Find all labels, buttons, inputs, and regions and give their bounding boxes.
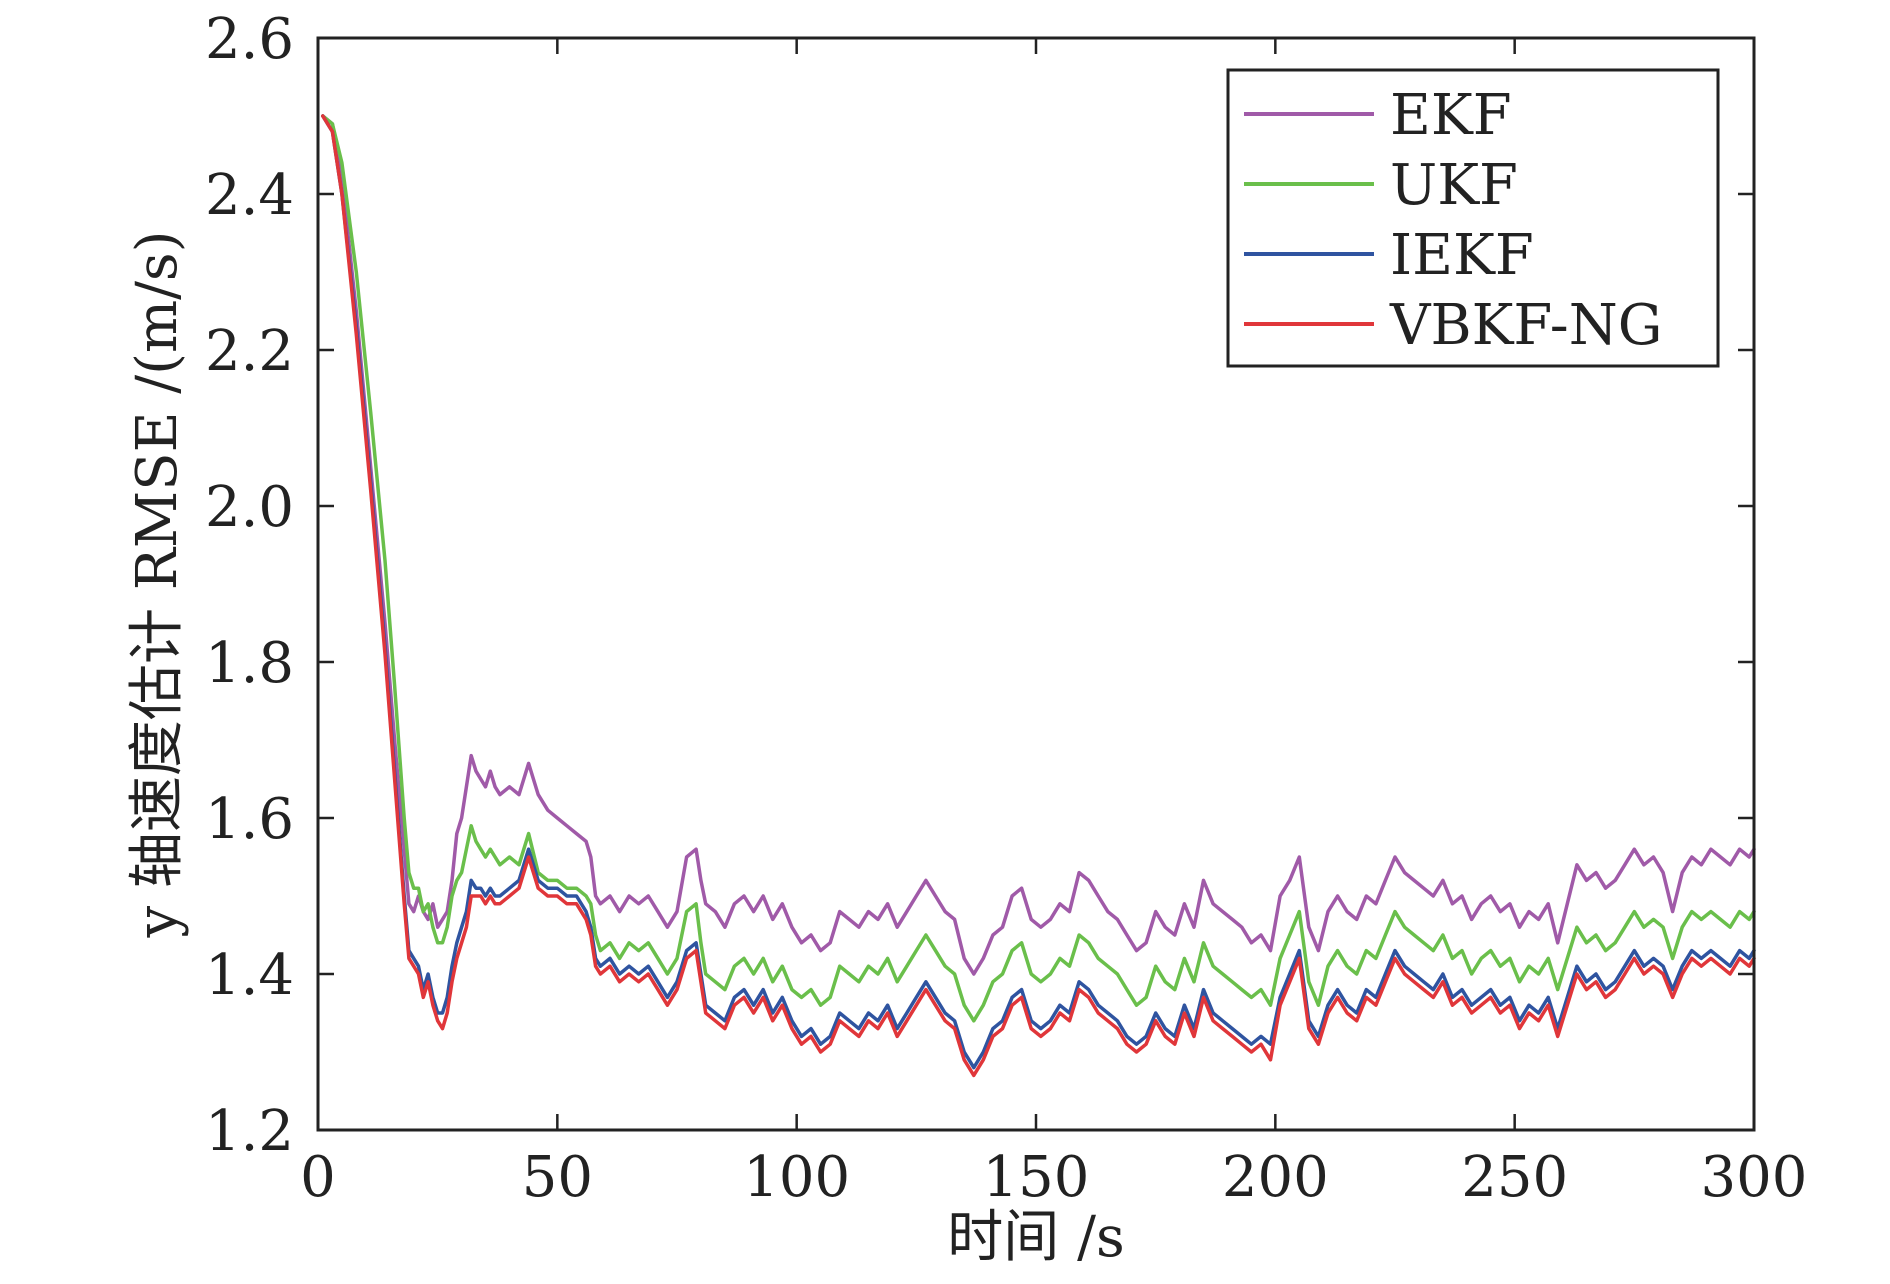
y-tick-label: 1.8 xyxy=(205,631,294,696)
y-axis-title: y 轴速度估计 RMSE /(m/s) xyxy=(125,230,190,938)
legend-box xyxy=(1226,68,1720,368)
axis-ticks: 0 50 100 150 200 250 300 1.2 1.4 1.6 1.8 2.0 2.2 2.4 2… xyxy=(205,7,1808,1210)
x-tick-label: 300 xyxy=(1701,1145,1808,1210)
series-line-iekf xyxy=(321,114,1756,1070)
x-tick-label: 100 xyxy=(743,1145,850,1210)
x-tick-label: 0 xyxy=(300,1145,336,1210)
series-line-ekf xyxy=(321,114,1756,976)
x-tick-label: 150 xyxy=(983,1145,1090,1210)
series-line-vbkf-ng xyxy=(321,114,1756,1078)
series-layer xyxy=(321,114,1756,1078)
y-tick-label: 2.0 xyxy=(205,475,294,540)
y-tick-label: 2.4 xyxy=(205,163,294,228)
x-tick-label: 250 xyxy=(1461,1145,1568,1210)
y-tick-label: 1.4 xyxy=(205,943,294,1008)
legend-label: VBKF-NG xyxy=(1389,293,1662,358)
legend-label: UKF xyxy=(1390,153,1518,218)
x-tick-label: 200 xyxy=(1222,1145,1329,1210)
y-tick-label: 2.2 xyxy=(205,319,294,384)
x-tick-label: 50 xyxy=(522,1145,593,1210)
y-tick-label: 2.6 xyxy=(205,7,294,72)
legend-label: IEKF xyxy=(1390,223,1534,288)
legend-label: EKF xyxy=(1390,83,1512,148)
x-axis-title: 时间 /s xyxy=(947,1205,1124,1270)
y-tick-label: 1.6 xyxy=(205,787,294,852)
series-line-ukf xyxy=(321,114,1756,1023)
y-tick-label: 1.2 xyxy=(205,1099,294,1164)
